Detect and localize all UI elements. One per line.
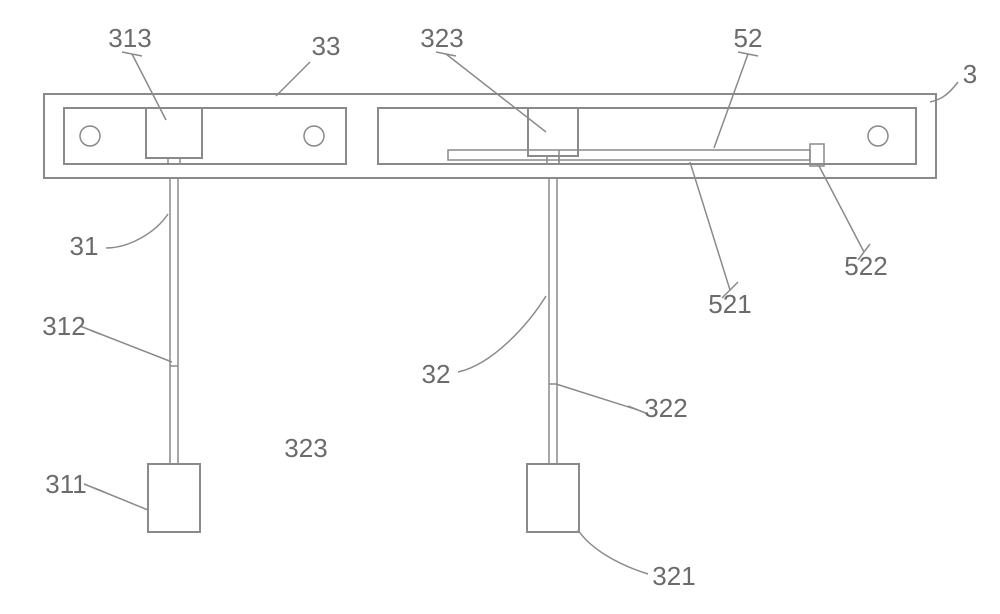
label-521: 521 bbox=[708, 289, 751, 319]
label-32: 32 bbox=[422, 359, 451, 389]
label-31: 31 bbox=[70, 231, 99, 261]
label-323: 323 bbox=[420, 23, 463, 53]
label-323: 323 bbox=[284, 433, 327, 463]
label-322: 322 bbox=[644, 393, 687, 423]
label-3: 3 bbox=[963, 59, 977, 89]
label-311: 311 bbox=[45, 469, 86, 499]
label-52: 52 bbox=[734, 23, 763, 53]
label-312: 312 bbox=[42, 311, 85, 341]
label-522: 522 bbox=[844, 251, 887, 281]
label-321: 321 bbox=[652, 561, 695, 591]
label-313: 313 bbox=[108, 23, 151, 53]
label-33: 33 bbox=[312, 31, 341, 61]
